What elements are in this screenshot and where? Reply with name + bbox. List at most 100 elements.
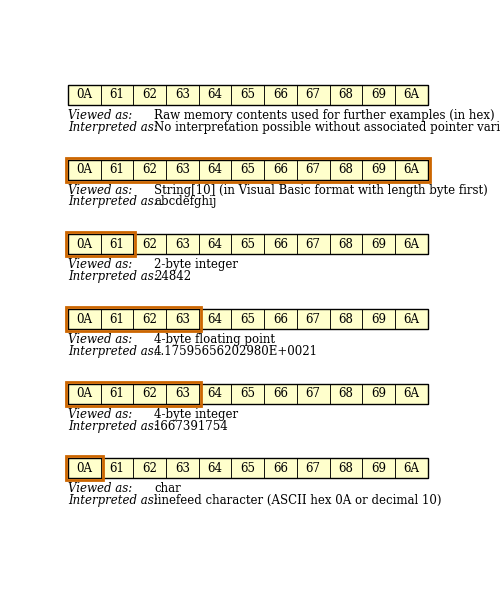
Bar	[362, 85, 395, 105]
Bar	[395, 309, 428, 329]
Bar	[330, 234, 362, 255]
Text: 0A: 0A	[76, 238, 92, 251]
Bar	[232, 160, 264, 180]
Bar	[330, 160, 362, 180]
Text: 69: 69	[371, 238, 386, 251]
Text: 2-byte integer: 2-byte integer	[154, 258, 238, 271]
Text: 64: 64	[208, 89, 222, 101]
Text: 62: 62	[142, 163, 157, 176]
Bar	[395, 384, 428, 404]
Text: 68: 68	[338, 238, 353, 251]
Bar	[134, 458, 166, 479]
Bar	[264, 384, 297, 404]
Bar	[362, 234, 395, 255]
Bar	[264, 309, 297, 329]
Text: 6A: 6A	[404, 462, 419, 475]
Bar	[166, 85, 198, 105]
Text: String[10] (in Visual Basic format with length byte first): String[10] (in Visual Basic format with …	[154, 183, 488, 196]
Text: char: char	[154, 482, 180, 495]
Text: 66: 66	[273, 238, 288, 251]
Text: 6A: 6A	[404, 163, 419, 176]
Bar	[166, 309, 198, 329]
Bar	[100, 85, 134, 105]
Bar	[362, 458, 395, 479]
Bar	[198, 309, 232, 329]
Bar	[68, 160, 428, 180]
Text: 69: 69	[371, 462, 386, 475]
Text: Interpreted as:: Interpreted as:	[68, 195, 158, 208]
Text: 69: 69	[371, 163, 386, 176]
Bar	[66, 382, 200, 406]
Text: 61: 61	[110, 462, 124, 475]
Bar	[395, 458, 428, 479]
Bar	[264, 85, 297, 105]
Bar	[198, 234, 232, 255]
Text: 67: 67	[306, 462, 320, 475]
Text: 66: 66	[273, 462, 288, 475]
Text: 64: 64	[208, 238, 222, 251]
Text: 0A: 0A	[76, 89, 92, 101]
Text: 68: 68	[338, 163, 353, 176]
Bar	[68, 309, 428, 329]
Bar	[264, 234, 297, 255]
Bar	[68, 384, 100, 404]
Bar	[297, 234, 330, 255]
Text: 62: 62	[142, 238, 157, 251]
Text: 69: 69	[371, 387, 386, 400]
Bar	[68, 85, 428, 105]
Bar	[395, 160, 428, 180]
Bar	[395, 234, 428, 255]
Text: 24842: 24842	[154, 270, 191, 283]
Text: 65: 65	[240, 238, 256, 251]
Text: 66: 66	[273, 163, 288, 176]
Text: 63: 63	[175, 89, 190, 101]
Bar	[166, 458, 198, 479]
Text: 62: 62	[142, 462, 157, 475]
Text: 68: 68	[338, 89, 353, 101]
Bar	[232, 384, 264, 404]
Text: 61: 61	[110, 387, 124, 400]
Text: 66: 66	[273, 89, 288, 101]
Text: 61: 61	[110, 163, 124, 176]
Text: 62: 62	[142, 387, 157, 400]
Text: 63: 63	[175, 313, 190, 325]
Bar	[264, 160, 297, 180]
Text: Interpreted as:: Interpreted as:	[68, 345, 158, 358]
Bar	[66, 456, 102, 480]
Text: 0A: 0A	[76, 163, 92, 176]
Bar	[297, 85, 330, 105]
Text: 63: 63	[175, 462, 190, 475]
Bar	[68, 160, 100, 180]
Bar	[68, 234, 100, 255]
Text: Interpreted as:: Interpreted as:	[68, 419, 158, 432]
Bar	[395, 85, 428, 105]
Bar	[232, 234, 264, 255]
Bar	[330, 384, 362, 404]
Text: 67: 67	[306, 387, 320, 400]
Text: 6A: 6A	[404, 89, 419, 101]
Text: 62: 62	[142, 313, 157, 325]
Bar	[68, 234, 428, 255]
Text: Viewed as:: Viewed as:	[68, 258, 132, 271]
Text: Interpreted as:: Interpreted as:	[68, 270, 158, 283]
Text: 1667391754: 1667391754	[154, 419, 228, 432]
Text: 0A: 0A	[76, 462, 92, 475]
Text: 65: 65	[240, 387, 256, 400]
Text: Interpreted as:: Interpreted as:	[68, 121, 158, 134]
Text: 67: 67	[306, 238, 320, 251]
Bar	[264, 458, 297, 479]
Text: 64: 64	[208, 313, 222, 325]
Bar	[134, 85, 166, 105]
Bar	[166, 160, 198, 180]
Bar	[232, 458, 264, 479]
Bar	[330, 309, 362, 329]
Bar	[68, 458, 428, 479]
Text: 6A: 6A	[404, 313, 419, 325]
Bar	[66, 307, 200, 331]
Text: 64: 64	[208, 163, 222, 176]
Bar	[330, 85, 362, 105]
Bar	[232, 85, 264, 105]
Text: 67: 67	[306, 313, 320, 325]
Text: 0A: 0A	[76, 313, 92, 325]
Bar	[100, 384, 134, 404]
